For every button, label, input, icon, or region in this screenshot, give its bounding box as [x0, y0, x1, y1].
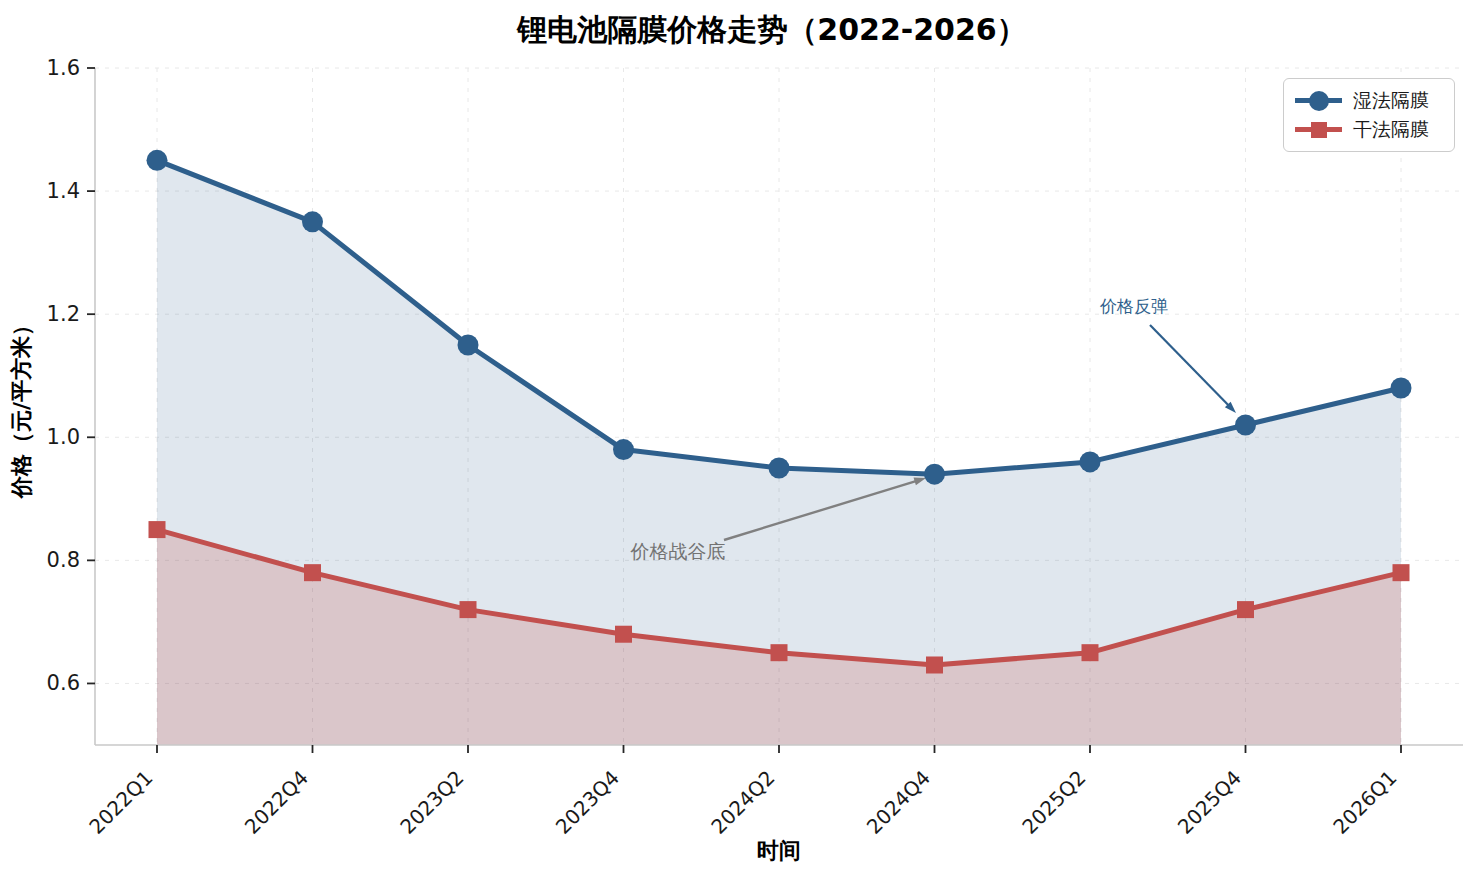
x-axis-label: 时间 [757, 836, 801, 866]
x-tick-label: 2024Q2 [706, 766, 779, 839]
y-axis-label: 价格（元/平方米） [7, 314, 37, 498]
wet-point [302, 211, 323, 232]
wet-marker-icon [1309, 91, 1329, 111]
dry-point [1237, 601, 1254, 618]
dry-point [149, 521, 166, 538]
wet-point [924, 464, 945, 485]
legend-item-wet: 湿法隔膜 [1295, 88, 1443, 114]
dry-point [615, 626, 632, 643]
x-tick-label: 2023Q2 [395, 766, 468, 839]
x-tick-label: 2025Q2 [1017, 766, 1090, 839]
y-tick-label: 1.6 [47, 56, 80, 80]
chart-figure: 0.6 0.8 1.0 1.2 1.4 1.6 2022Q1 2022Q4 2023Q2 2023… [0, 0, 1480, 880]
wet-point [769, 458, 790, 479]
y-tick-label: 0.6 [47, 671, 80, 695]
y-tick-label: 1.0 [47, 425, 80, 449]
wet-point [458, 334, 479, 355]
dry-point [1393, 564, 1410, 581]
dry-point [1082, 644, 1099, 661]
legend-label-wet: 湿法隔膜 [1353, 88, 1429, 114]
x-tick-label: 2022Q1 [84, 766, 157, 839]
dry-point [304, 564, 321, 581]
x-tick-label: 2024Q4 [862, 766, 935, 839]
dry-point [771, 644, 788, 661]
rebound-arrow [1150, 325, 1230, 407]
x-tick-label: 2026Q1 [1328, 766, 1401, 839]
x-tick-label: 2022Q4 [240, 766, 313, 839]
y-tick-label: 0.8 [47, 548, 80, 572]
annotation-price-war-bottom: 价格战谷底 [631, 539, 726, 565]
chart-title: 锂电池隔膜价格走势（2022-2026） [517, 10, 1026, 51]
annotation-price-rebound: 价格反弹 [1100, 295, 1168, 318]
wet-point [1080, 451, 1101, 472]
dry-marker-icon [1311, 122, 1327, 138]
dry-point [460, 601, 477, 618]
wet-line-sample [1295, 98, 1342, 103]
x-tick-label: 2023Q4 [551, 766, 624, 839]
legend-item-dry: 干法隔膜 [1295, 117, 1443, 143]
wet-point [1235, 414, 1256, 435]
dry-point [926, 656, 943, 673]
x-tick-label: 2025Q4 [1173, 766, 1246, 839]
legend: 湿法隔膜 干法隔膜 [1283, 78, 1455, 152]
y-tick-label: 1.4 [47, 179, 80, 203]
wet-point [1391, 378, 1412, 399]
y-tick-label: 1.2 [47, 302, 80, 326]
legend-label-dry: 干法隔膜 [1353, 117, 1429, 143]
wet-point [613, 439, 634, 460]
wet-point [147, 150, 168, 171]
dry-line-sample [1295, 127, 1342, 132]
